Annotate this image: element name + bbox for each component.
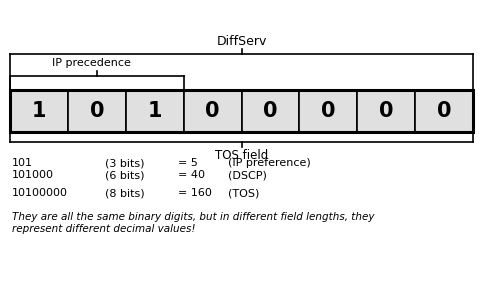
Text: (3 bits): (3 bits) <box>105 158 144 168</box>
Text: (TOS): (TOS) <box>228 188 259 198</box>
Text: = 160: = 160 <box>178 188 212 198</box>
Text: 0: 0 <box>379 101 394 121</box>
Bar <box>299 90 357 132</box>
Bar <box>126 90 184 132</box>
Text: (DSCP): (DSCP) <box>228 170 267 180</box>
Bar <box>242 90 299 132</box>
Text: DiffServ: DiffServ <box>216 35 267 48</box>
Text: They are all the same binary digits, but in different field lengths, they
repres: They are all the same binary digits, but… <box>12 212 374 234</box>
Text: 0: 0 <box>263 101 278 121</box>
Text: 1: 1 <box>32 101 46 121</box>
Text: (6 bits): (6 bits) <box>105 170 144 180</box>
Text: IP precedence: IP precedence <box>52 58 131 68</box>
Text: (8 bits): (8 bits) <box>105 188 144 198</box>
Bar <box>184 90 242 132</box>
Text: = 5: = 5 <box>178 158 198 168</box>
Text: 0: 0 <box>205 101 220 121</box>
Text: 101: 101 <box>12 158 33 168</box>
Bar <box>10 90 473 132</box>
Text: TOS field: TOS field <box>215 149 268 162</box>
Bar <box>357 90 415 132</box>
Text: 0: 0 <box>437 101 451 121</box>
Text: 0: 0 <box>89 101 104 121</box>
Text: = 40: = 40 <box>178 170 205 180</box>
Text: 1: 1 <box>147 101 162 121</box>
Text: (IP preference): (IP preference) <box>228 158 311 168</box>
Text: 101000: 101000 <box>12 170 54 180</box>
Bar <box>415 90 473 132</box>
Bar <box>10 90 68 132</box>
Bar <box>68 90 126 132</box>
Text: 0: 0 <box>321 101 336 121</box>
Text: 10100000: 10100000 <box>12 188 68 198</box>
